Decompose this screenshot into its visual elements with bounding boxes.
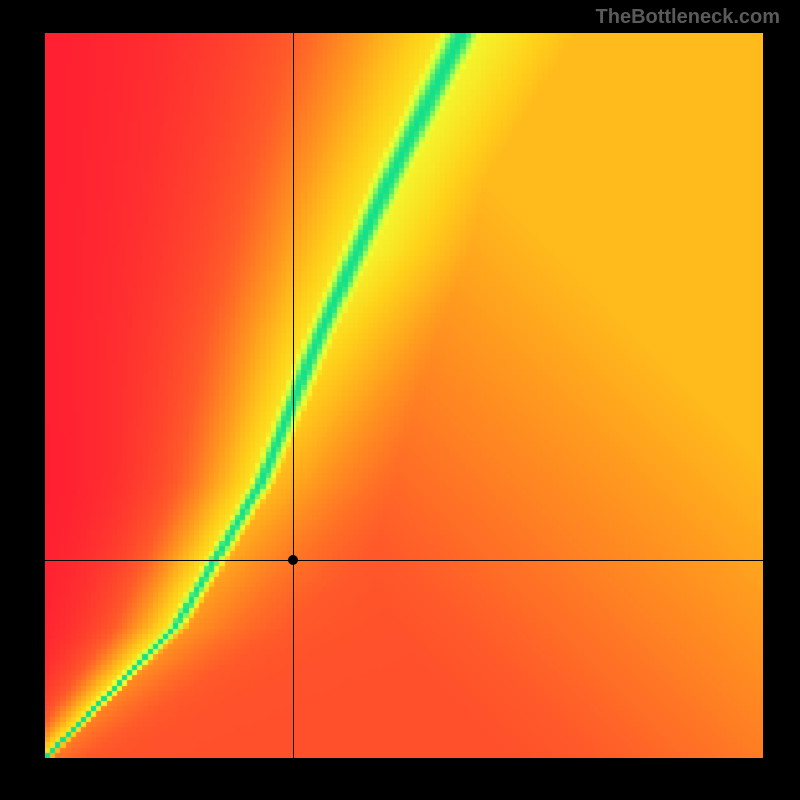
crosshair-vertical <box>293 33 294 758</box>
watermark-text: TheBottleneck.com <box>596 6 780 29</box>
heatmap-plot <box>45 33 763 758</box>
crosshair-horizontal <box>45 560 763 561</box>
heatmap-canvas <box>45 33 763 758</box>
crosshair-marker <box>288 555 298 565</box>
